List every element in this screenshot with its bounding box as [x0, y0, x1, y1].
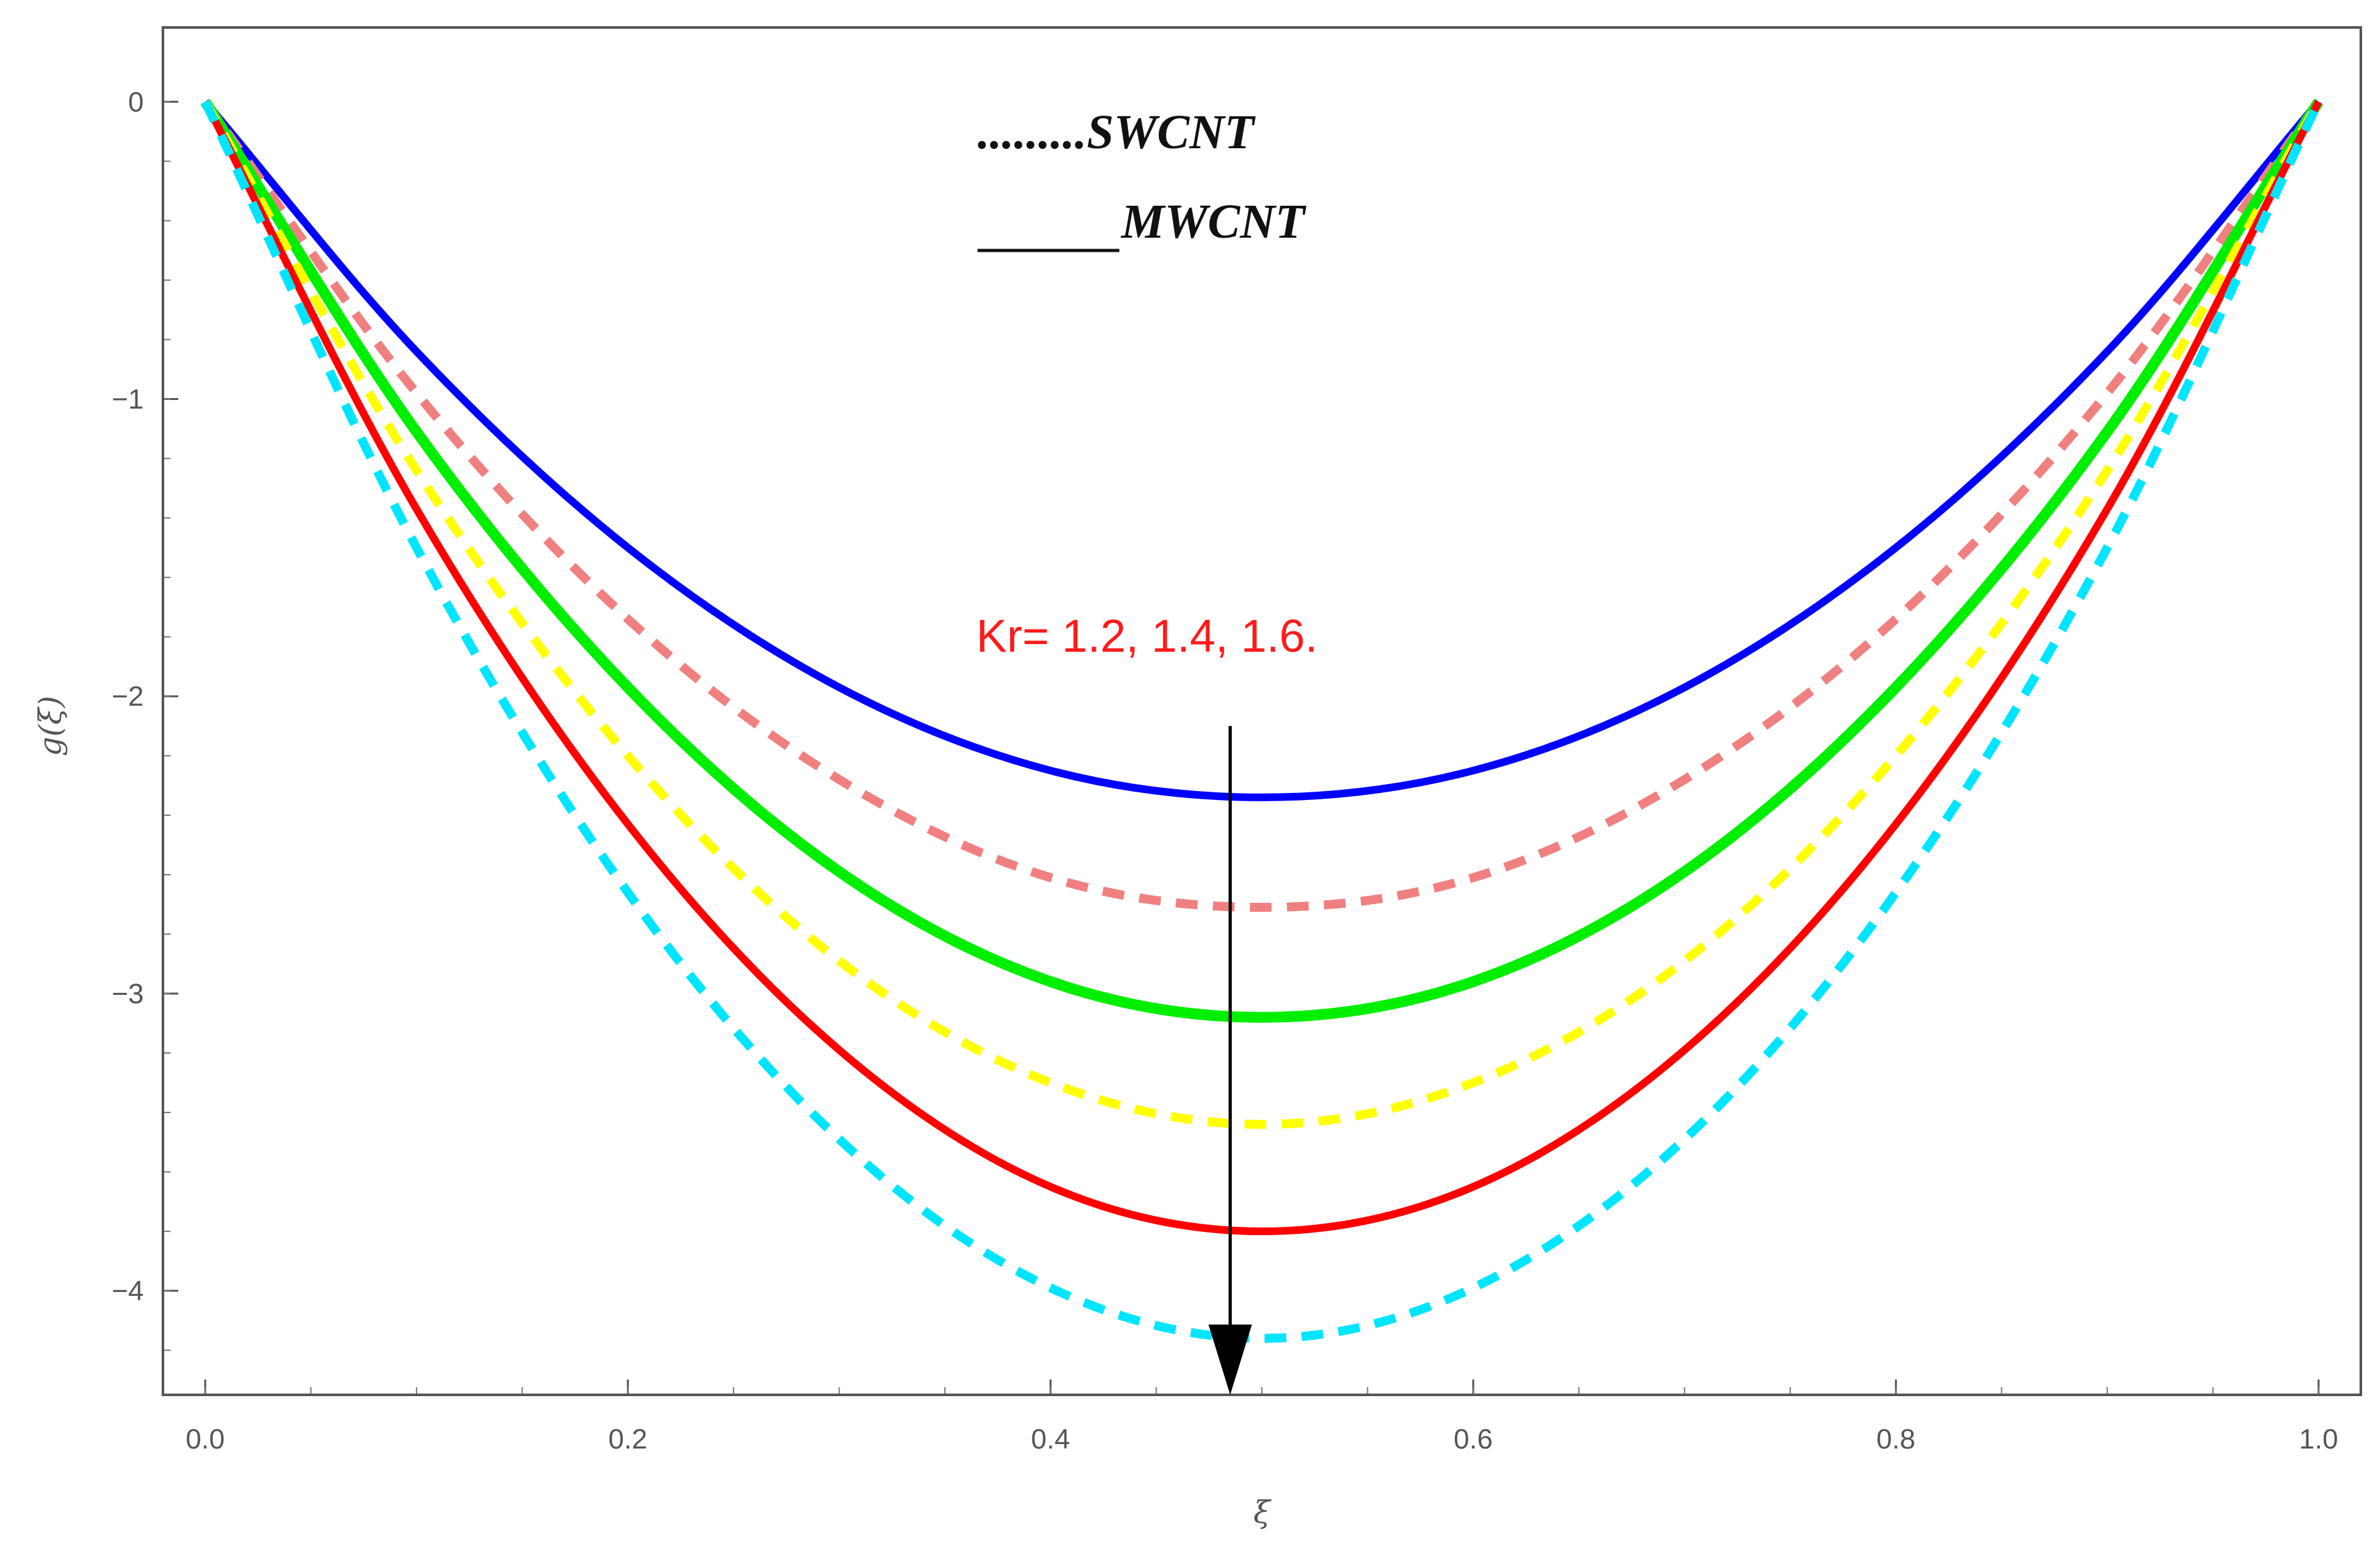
series-line-2 — [201, 99, 2322, 912]
x-tick-label-0: 0.0 — [186, 1424, 225, 1455]
legend-entry-swcnt: .........SWCNT — [978, 105, 1255, 159]
x-tick-label-3: 0.6 — [1454, 1424, 1493, 1455]
series-layer — [201, 98, 2323, 1343]
y-tick-label-3: −3 — [112, 978, 144, 1010]
kr-arrow — [1208, 726, 1252, 1395]
legend: .........SWCNT MWCNT — [978, 105, 1307, 252]
kr-annotation-text: Kr= 1.2, 1.4, 1.6. — [976, 611, 1317, 662]
x-tick-label-2: 0.4 — [1031, 1424, 1070, 1455]
x-tick-label-5: 1.0 — [2299, 1424, 2338, 1455]
y-tick-label-0: 0 — [128, 86, 144, 118]
x-tick-label-1: 0.2 — [608, 1424, 647, 1455]
y-axis-title: g(ξ) — [33, 696, 68, 757]
plot-frame — [162, 26, 2362, 1396]
legend-label-swcnt: SWCNT — [1087, 105, 1255, 159]
kr-arrow-head — [1208, 1325, 1252, 1395]
series-line-1 — [202, 99, 2322, 801]
legend-marker-swcnt: ......... — [978, 105, 1087, 159]
axes-layer: 0.0 0.2 0.4 0.6 0.8 1.0 0 −1 −2 −3 −4 ξ g(ξ) — [33, 86, 2338, 1530]
series-line-5 — [201, 100, 2322, 1236]
legend-label-mwcnt: MWCNT — [1121, 195, 1307, 249]
x-axis-title: ξ — [1254, 1495, 1272, 1530]
series-line-4 — [201, 99, 2322, 1129]
y-tick-label-2: −2 — [112, 681, 144, 712]
x-tick-label-4: 0.8 — [1877, 1424, 1916, 1455]
series-line-3 — [201, 98, 2323, 1023]
y-tick-label-4: −4 — [112, 1275, 144, 1307]
series-line-6 — [201, 100, 2323, 1343]
y-tick-label-1: −1 — [112, 384, 144, 415]
